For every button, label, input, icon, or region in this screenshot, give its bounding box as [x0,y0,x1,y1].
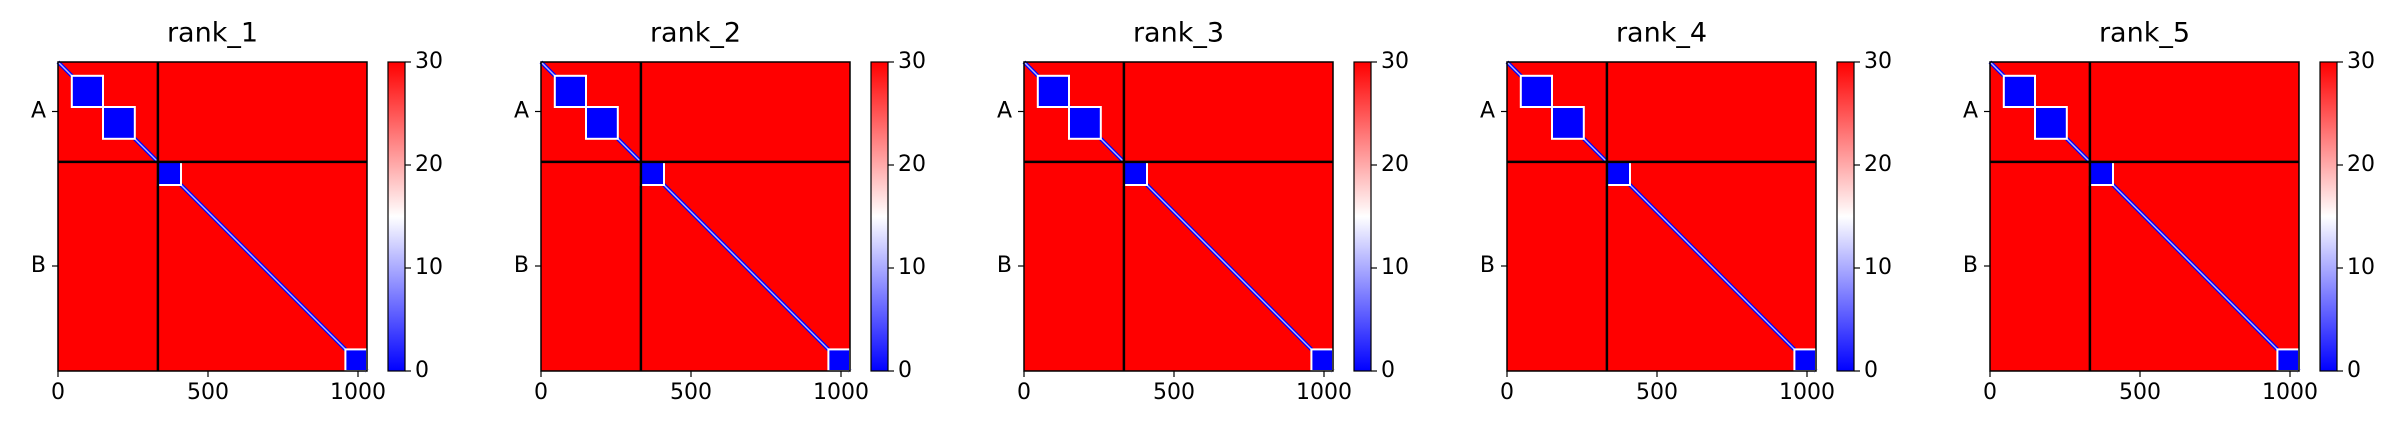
y-tick-label: B [514,253,529,278]
y-tick-label: B [997,253,1012,278]
panel: rank_4 0 500 1000 A B 0 10 20 30 [1480,18,1892,406]
x-tick-label: 500 [1636,380,1678,405]
x-tick-label: 500 [670,380,712,405]
low-error-block [344,348,368,372]
low-error-block [70,74,105,109]
colorbar-tick-label: 20 [898,152,926,177]
x-tick-label: 0 [1983,380,1997,405]
panel: rank_2 0 500 1000 A B 0 10 20 30 [514,18,926,406]
x-tick-label: 1000 [330,380,386,405]
y-tick-label: A [1480,99,1495,124]
y-tick-label: B [1963,253,1978,278]
x-tick-label: 1000 [1779,380,1835,405]
chart-title: rank_4 [1616,18,1707,49]
colorbar-tick-label: 0 [2347,358,2361,383]
low-error-block [639,160,666,186]
low-error-block [1551,106,1585,140]
y-tick-label: B [1480,253,1495,278]
axes-frame [57,61,368,372]
x-tick-label: 0 [51,380,65,405]
low-error-block [1519,74,1554,109]
colorbar-tick-label: 10 [1381,255,1409,280]
low-error-block [1605,160,1632,186]
low-error-block [553,74,587,109]
panel: rank_1 0 500 1000 A B 0 10 20 30 [31,18,443,406]
low-error-block [102,106,136,140]
low-error-block [1122,160,1149,186]
y-tick-label: A [31,99,46,124]
low-error-block [1310,348,1335,372]
colorbar [387,61,406,372]
low-error-block [2276,348,2300,372]
x-tick-label: 1000 [2262,380,2318,405]
axes-frame [1506,61,1817,372]
colorbar-tick-label: 0 [415,358,429,383]
low-error-block [1036,74,1071,109]
chart-title: rank_1 [167,18,258,49]
axes-frame [1023,61,1334,372]
colorbar [2319,61,2338,372]
colorbar-tick-label: 0 [1864,358,1878,383]
low-error-block [2034,106,2068,140]
colorbar-tick-label: 0 [898,358,912,383]
axes-frame [1989,61,2300,372]
x-tick-label: 0 [534,380,548,405]
colorbar [1353,61,1372,372]
colorbar-tick-label: 10 [1864,255,1892,280]
colorbar-tick-label: 30 [1381,49,1409,74]
colorbar-tick-label: 30 [1864,49,1892,74]
colorbar-tick-label: 20 [1381,152,1409,177]
colorbar-tick-label: 20 [2347,152,2375,177]
x-tick-label: 500 [1153,380,1195,405]
low-error-block [1793,348,1818,372]
colorbar-tick-label: 10 [2347,255,2375,280]
axes-frame [540,61,851,372]
x-tick-label: 0 [1500,380,1514,405]
low-error-block [2088,160,2114,186]
colorbar-tick-label: 20 [415,152,443,177]
y-tick-label: A [997,99,1012,124]
colorbar-tick-label: 10 [415,255,443,280]
x-tick-label: 1000 [813,380,869,405]
colorbar-tick-label: 0 [1381,358,1395,383]
colorbar-tick-label: 20 [1864,152,1892,177]
y-tick-label: A [1963,99,1978,124]
colorbar-tick-label: 30 [415,49,443,74]
x-tick-label: 0 [1017,380,1031,405]
x-tick-label: 500 [187,380,229,405]
chart-title: rank_5 [2099,18,2190,49]
panel: rank_5 0 500 1000 A B 0 10 20 30 [1963,18,2375,406]
low-error-block [156,160,182,186]
colorbar [1836,61,1855,372]
x-tick-label: 500 [2119,380,2161,405]
colorbar-tick-label: 10 [898,255,926,280]
y-tick-label: B [31,253,46,278]
low-error-block [2002,74,2037,109]
low-error-block [585,106,619,140]
low-error-block [827,348,852,372]
panel: rank_3 0 500 1000 A B 0 10 20 30 [997,18,1409,406]
colorbar-tick-label: 30 [898,49,926,74]
low-error-block [1068,106,1102,140]
chart-title: rank_3 [1133,18,1224,49]
colorbar [870,61,889,372]
x-tick-label: 1000 [1296,380,1352,405]
colorbar-tick-label: 30 [2347,49,2375,74]
chart-title: rank_2 [650,18,741,49]
y-tick-label: A [514,99,529,124]
